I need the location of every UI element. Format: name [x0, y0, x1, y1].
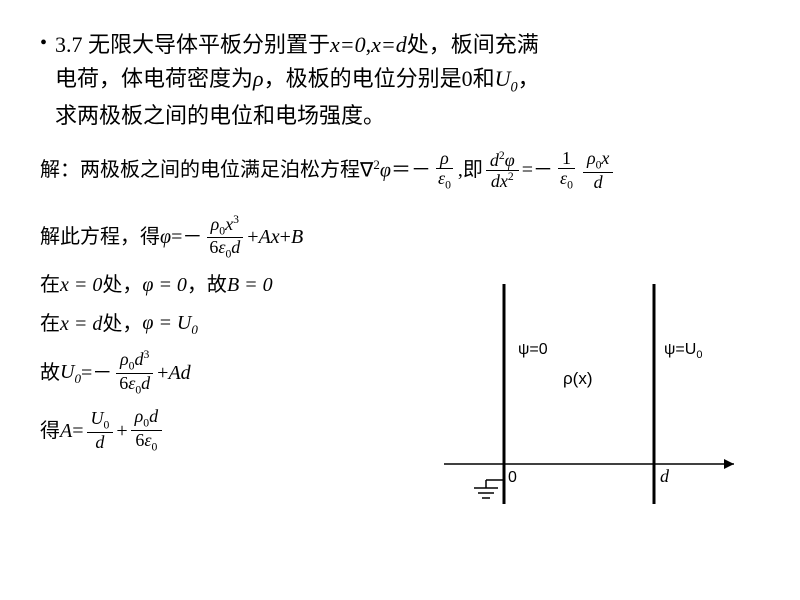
eq: =	[72, 417, 83, 445]
label-zero: 0	[508, 469, 517, 486]
x0: x=0	[330, 32, 366, 57]
solution-line-2: 解此方程，得 φ = － ρ0x3 6ε0d + Ax + B	[40, 214, 760, 262]
rho: ρ	[253, 66, 264, 91]
solution-line-1: 解：两极板之间的电位满足泊松方程 ∇2φ ＝－ ρ ε0 ,即 d2φ dx2 …	[40, 149, 760, 192]
xd: x = d	[60, 310, 102, 338]
bullet: •	[40, 28, 47, 133]
eq2: =	[522, 156, 533, 184]
eq-neg: ＝－	[391, 156, 431, 184]
problem-statement: • 3.7 无限大导体平板分别置于x=0,x=d处，板间充满 电荷，体电荷密度为…	[40, 28, 760, 133]
plus: +	[247, 223, 258, 251]
mid: 处，	[102, 271, 142, 299]
ground-icon	[474, 464, 504, 498]
label-rhox: ρ(x)	[563, 369, 593, 388]
label-psiU: ψ=U0	[664, 341, 702, 361]
minus: －	[533, 156, 553, 184]
B: B	[291, 223, 303, 251]
t2a: 电荷，体电荷密度为	[55, 66, 253, 91]
frac-1-eps: 1 ε0	[556, 149, 577, 192]
phi: φ	[160, 223, 171, 251]
s1-prefix: 解：两极板之间的电位满足泊松方程	[40, 156, 360, 184]
frac-rho0x3: ρ0x3 6ε0d	[205, 214, 244, 262]
nabla2phi: ∇2φ	[360, 156, 391, 185]
arrow-head-icon	[724, 459, 734, 469]
s4-prefix: 在	[40, 310, 60, 338]
U0: U0	[60, 358, 81, 388]
problem-text: 3.7 无限大导体平板分别置于x=0,x=d处，板间充满 电荷，体电荷密度为ρ，…	[55, 28, 760, 133]
B0: B = 0	[227, 271, 273, 299]
t3: 求两极板之间的电位和电场强度。	[55, 103, 385, 128]
frac-rho0x-d: ρ0x d	[583, 149, 613, 192]
label-psi0: ψ=0	[518, 341, 548, 358]
minus: －	[92, 359, 112, 387]
problem-number: 3.7	[55, 32, 83, 57]
minus: －	[182, 223, 202, 251]
diagram-svg: ψ=0 ψ=U0 ρ(x) 0 d	[424, 274, 744, 524]
eq: =	[81, 359, 92, 387]
s6-prefix: 得	[40, 417, 60, 445]
frac-U0-d: U0 d	[87, 409, 114, 452]
comma: ，	[518, 66, 540, 91]
s5-prefix: 故	[40, 359, 60, 387]
t1b: 处，板间充满	[407, 32, 539, 57]
frac-rho0d-6eps: ρ0d 6ε0	[131, 407, 162, 454]
t1a: 无限大导体平板分别置于	[83, 32, 331, 57]
frac-d2phi: d2φ dx2	[486, 150, 519, 191]
t2b: ，极板的电位分别是0和	[264, 66, 495, 91]
x0: x = 0	[60, 271, 102, 299]
plus: +	[157, 359, 168, 387]
A: A	[60, 417, 72, 445]
phiU: φ = U0	[142, 309, 198, 339]
label-d: d	[660, 466, 670, 486]
plus: +	[116, 417, 127, 445]
xd: x=d	[371, 32, 407, 57]
end: ，故	[187, 271, 227, 299]
ji: ,即	[458, 156, 483, 184]
phi0: φ = 0	[142, 271, 187, 299]
Ad: Ad	[168, 359, 190, 387]
s2-prefix: 解此方程，得	[40, 223, 160, 251]
frac-rho-eps: ρ ε0	[434, 149, 455, 192]
U0: U0	[495, 66, 518, 91]
frac-rho0d3: ρ0d3 6ε0d	[115, 349, 154, 397]
Ax: Ax	[259, 223, 280, 251]
eq: =	[171, 223, 182, 251]
plus2: +	[280, 223, 291, 251]
diagram: ψ=0 ψ=U0 ρ(x) 0 d	[424, 274, 744, 524]
mid: 处，	[102, 310, 142, 338]
s3-prefix: 在	[40, 271, 60, 299]
